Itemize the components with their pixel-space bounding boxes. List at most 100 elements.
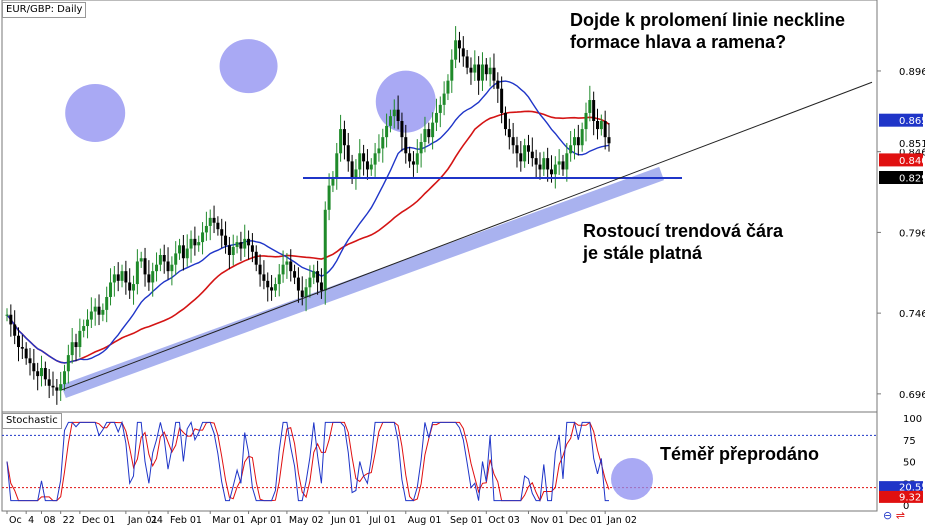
stochastic-lines [6, 420, 610, 502]
candle-body [319, 282, 323, 291]
price-marker-box [879, 171, 923, 185]
candle-body [381, 137, 385, 149]
annotation-trendline: Rostoucí trendová čára je stále platná [583, 220, 783, 264]
candle-body [507, 129, 511, 138]
candle-body [523, 145, 527, 162]
stochastic-grid [1, 411, 878, 512]
candle-body [423, 129, 427, 142]
price-marker-box [879, 153, 923, 167]
candle-body [36, 371, 40, 377]
trend-band [61, 166, 664, 398]
pattern-highlight-ellipse [65, 83, 126, 142]
candle-body [55, 387, 59, 391]
candle-body [312, 271, 316, 278]
candle-body [289, 261, 293, 272]
stochastic-tick-label: 0 [903, 501, 909, 512]
candle-body [561, 161, 565, 170]
candle-body [235, 242, 239, 247]
candle-body [339, 129, 343, 154]
candle-body [63, 371, 67, 385]
candle-body [155, 264, 159, 272]
candle-body [147, 274, 151, 283]
candle-body [74, 342, 78, 348]
stochastic-panel-frame [1, 411, 878, 512]
candle-body [538, 164, 542, 170]
time-tick-label: May 02 [289, 515, 324, 525]
candle-body [446, 80, 450, 94]
candle-body [411, 161, 415, 165]
time-tick-label: Jul 01 [368, 515, 396, 525]
candle-body [231, 246, 235, 256]
candle-body [331, 177, 335, 186]
time-tick-label: Jun 01 [330, 515, 361, 525]
time-tick-label: Apr 01 [251, 515, 283, 525]
candle-body [66, 355, 70, 372]
candle-body [431, 122, 435, 138]
stochastic-marker-label: 9.32 [899, 492, 921, 503]
candle-body [277, 274, 281, 285]
candle-body [116, 274, 120, 281]
candle-body [59, 384, 63, 391]
candle-body [477, 64, 481, 81]
candle-body [285, 261, 289, 265]
candle-body [204, 225, 208, 233]
stochastic-tick-label: 75 [903, 436, 916, 447]
oversold-highlight [611, 458, 653, 500]
candle-body [139, 258, 143, 262]
candle-body [17, 335, 21, 348]
annotation-neckline-line2: formace hlava a ramena? [570, 32, 787, 52]
stochastic-k-line [6, 420, 609, 502]
candle-body [500, 88, 504, 113]
candlesticks [5, 26, 611, 405]
candle-body [109, 282, 113, 297]
candle-body [20, 347, 24, 349]
price-panel-frame [1, 0, 878, 413]
time-tick-label: Sep 01 [450, 515, 483, 525]
chain-icon[interactable]: ⊖ [883, 509, 893, 522]
candle-body [47, 379, 51, 386]
candle-body [166, 261, 170, 272]
candle-body [43, 368, 47, 380]
candle-body [461, 48, 465, 57]
candle-body [542, 158, 546, 170]
candle-body [9, 314, 13, 325]
candle-body [588, 100, 592, 113]
candle-body [576, 137, 580, 146]
candle-body [93, 306, 97, 312]
annotation-trendline-line1: Rostoucí trendová čára [583, 221, 784, 241]
candle-body [580, 129, 584, 146]
candle-body [511, 137, 515, 146]
time-tick-label: 22 [63, 515, 75, 525]
candle-body [354, 169, 358, 178]
time-tick-label: Oc [9, 515, 22, 525]
candle-body [396, 109, 400, 122]
price-marker-label: 0.8297 [899, 174, 925, 185]
candle-body [162, 255, 166, 262]
candle-body [369, 164, 373, 170]
brand-icons[interactable]: ⊖ ⇌ [883, 510, 905, 522]
candle-body [181, 245, 185, 259]
candle-body [557, 161, 561, 165]
candle-body [266, 280, 270, 288]
candle-body [595, 121, 599, 130]
candle-body [327, 185, 331, 210]
candle-body [143, 258, 147, 275]
candle-body [488, 67, 492, 75]
candle-body [135, 261, 139, 285]
arrow-icon[interactable]: ⇌ [895, 509, 905, 522]
stochastic-d-line [6, 421, 610, 502]
candle-body [258, 264, 262, 275]
candle-body [572, 137, 576, 146]
candle-body [569, 145, 573, 154]
candle-body [323, 209, 327, 291]
candle-body [105, 296, 109, 310]
candle-body [185, 248, 189, 259]
candle-body [178, 245, 182, 254]
candle-body [254, 251, 258, 265]
candle-body [342, 129, 346, 146]
candle-body [170, 264, 174, 272]
candle-body [362, 153, 366, 162]
